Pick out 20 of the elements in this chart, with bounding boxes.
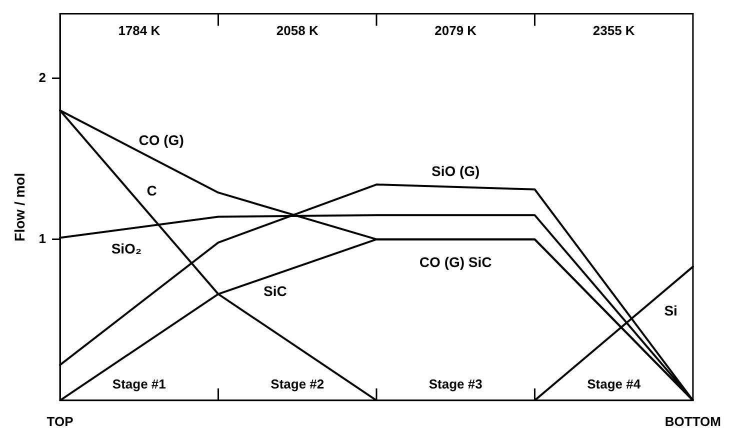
series-label: Si (664, 302, 678, 318)
series-label: CO (G) (138, 132, 184, 148)
annotation: Stage #2 (270, 376, 324, 392)
annotation: Stage #1 (112, 376, 166, 392)
x-tick-label: BOTTOM (664, 414, 722, 429)
x-tick-label: TOP (46, 414, 74, 429)
series-label: C (146, 182, 157, 198)
series-label: SiO (G) (431, 163, 480, 180)
y-axis-title: Flow / mol (11, 172, 28, 242)
series-label: SiO₂ (111, 240, 142, 256)
series-label: SiC (264, 283, 287, 300)
annotation: Stage #4 (587, 376, 642, 392)
annotation: 1784 K (118, 22, 161, 38)
annotation: 2079 K (434, 22, 478, 38)
y-tick-label: 2 (38, 70, 46, 85)
annotation: 2058 K (276, 22, 319, 38)
annotation: Stage #3 (428, 376, 482, 392)
y-tick-label: 1 (38, 230, 46, 246)
annotation: CO (G) SiC (419, 254, 492, 270)
annotation: 2355 K (592, 22, 636, 38)
